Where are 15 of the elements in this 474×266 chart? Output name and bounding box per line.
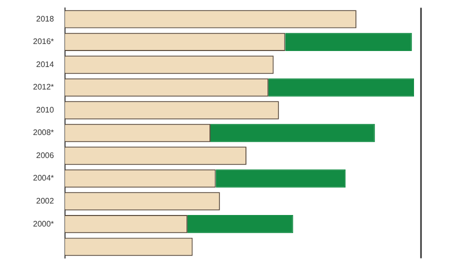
- y-tick-label: 2016*: [32, 37, 54, 46]
- y-tick-label: 2008*: [32, 128, 54, 138]
- y-tick-label: 2010: [36, 105, 54, 114]
- bar: [285, 32, 412, 52]
- bar: [187, 214, 294, 234]
- bar: [268, 78, 414, 97]
- y-tick-label: 2012*: [32, 82, 54, 92]
- y-tick-label: 2006: [36, 150, 54, 160]
- y-tick-label: 2004*: [32, 174, 54, 183]
- y-tick-label: 2002: [36, 196, 54, 206]
- bar: [210, 124, 375, 142]
- y-tick-label: 2018: [36, 14, 54, 24]
- bar: [216, 169, 346, 188]
- y-tick-label: 2014: [36, 60, 54, 69]
- y-tick-label: 2000*: [32, 219, 54, 228]
